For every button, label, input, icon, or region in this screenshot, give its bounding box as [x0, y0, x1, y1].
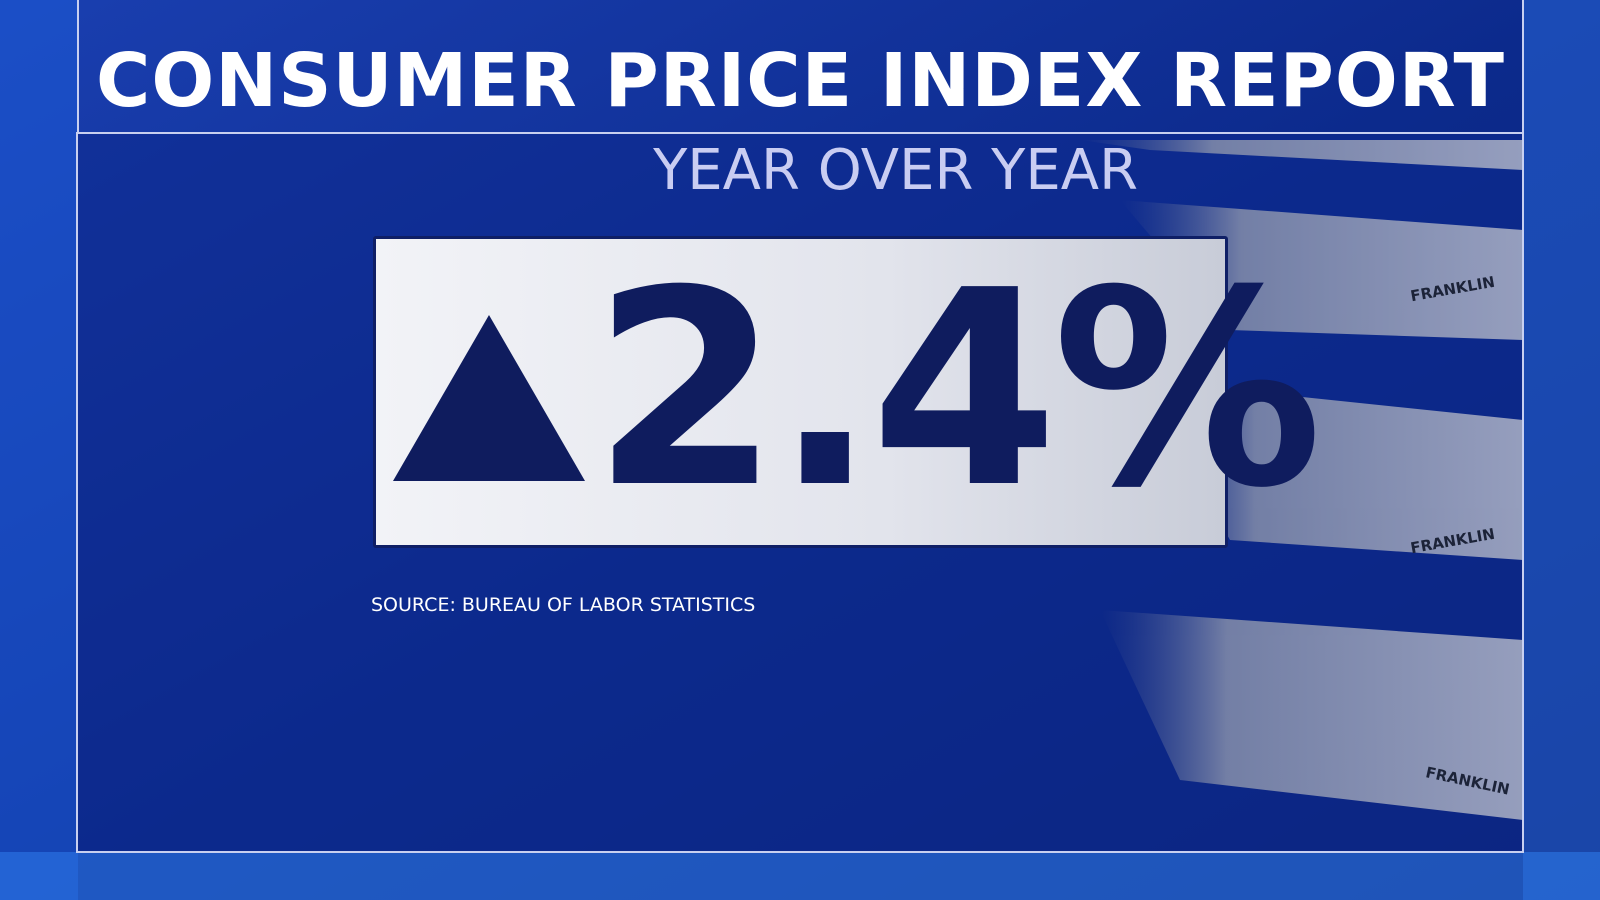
subtitle: YEAR OVER YEAR: [653, 138, 1138, 203]
figure: 2.4%: [592, 232, 1323, 547]
source: SOURCE: BUREAU OF LABOR STATISTICS: [371, 594, 756, 616]
title: CONSUMER PRICE INDEX REPORT: [96, 38, 1505, 124]
